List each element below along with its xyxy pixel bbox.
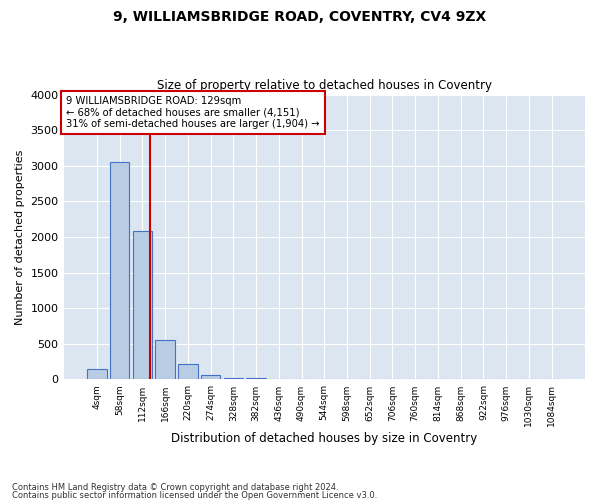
Bar <box>87 369 107 380</box>
X-axis label: Distribution of detached houses by size in Coventry: Distribution of detached houses by size … <box>171 432 478 445</box>
Bar <box>155 340 175 380</box>
Bar <box>110 162 130 380</box>
Bar <box>133 232 152 380</box>
Y-axis label: Number of detached properties: Number of detached properties <box>15 150 25 324</box>
Bar <box>224 378 243 380</box>
Bar <box>247 378 266 380</box>
Text: Contains HM Land Registry data © Crown copyright and database right 2024.: Contains HM Land Registry data © Crown c… <box>12 484 338 492</box>
Text: 9 WILLIAMSBRIDGE ROAD: 129sqm
← 68% of detached houses are smaller (4,151)
31% o: 9 WILLIAMSBRIDGE ROAD: 129sqm ← 68% of d… <box>66 96 320 129</box>
Bar <box>178 364 197 380</box>
Text: 9, WILLIAMSBRIDGE ROAD, COVENTRY, CV4 9ZX: 9, WILLIAMSBRIDGE ROAD, COVENTRY, CV4 9Z… <box>113 10 487 24</box>
Text: Contains public sector information licensed under the Open Government Licence v3: Contains public sector information licen… <box>12 490 377 500</box>
Bar <box>201 375 220 380</box>
Title: Size of property relative to detached houses in Coventry: Size of property relative to detached ho… <box>157 79 492 92</box>
